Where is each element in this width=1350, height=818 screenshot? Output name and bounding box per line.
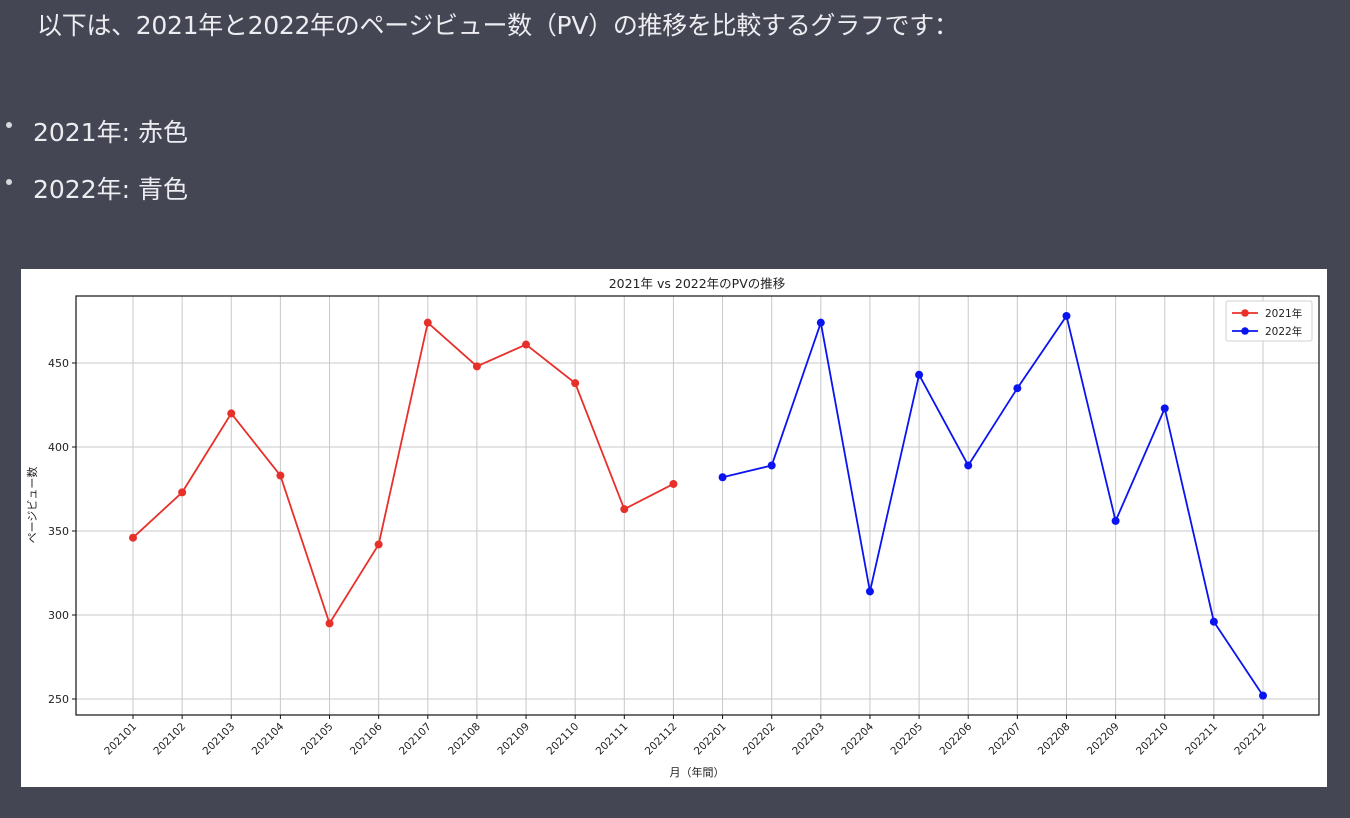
- series-line-1: [722, 313, 1264, 697]
- series-line-0: [132, 320, 674, 626]
- data-point: [325, 619, 334, 628]
- data-point: [423, 318, 432, 327]
- data-point: [1062, 311, 1071, 320]
- data-point: [816, 318, 825, 327]
- data-point: [571, 379, 580, 388]
- x-tick-label: 202206: [938, 720, 975, 757]
- x-tick-label: 202108: [446, 721, 483, 758]
- legend-description-list: 2021年: 赤色 2022年: 青色: [0, 104, 188, 218]
- x-tick-label: 202204: [839, 720, 876, 757]
- x-tick-label: 202103: [201, 721, 238, 758]
- y-tick-label: 400: [48, 441, 69, 454]
- data-point: [472, 362, 481, 371]
- legend-label: 2021年: [1265, 307, 1302, 320]
- y-tick-label: 300: [48, 609, 69, 622]
- y-axis-label: ページビュー数: [26, 467, 39, 544]
- data-point: [1209, 617, 1218, 626]
- x-tick-label: 202112: [643, 721, 680, 758]
- chart-title: 2021年 vs 2022年のPVの推移: [609, 276, 786, 291]
- x-axis: 202101 202102 202103 202104 202105 202106 2021…: [102, 715, 1269, 757]
- data-point: [767, 461, 776, 470]
- x-tick-label: 202211: [1183, 721, 1220, 758]
- chart-legend: 2021年 2022年: [1225, 300, 1313, 342]
- legend-label: 2022年: [1265, 325, 1302, 338]
- x-tick-label: 202104: [250, 720, 287, 757]
- pv-chart-figure: 2021年 vs 2022年のPVの推移 250 300 350 400 450 202…: [21, 269, 1327, 787]
- x-tick-label: 202106: [348, 720, 385, 757]
- x-axis-label: 月（年間）: [670, 765, 725, 779]
- bullet-2021: 2021年: 赤色: [0, 104, 188, 161]
- x-tick-label: 202202: [741, 721, 778, 758]
- data-point: [1259, 691, 1267, 700]
- data-point: [227, 409, 236, 418]
- data-point: [669, 479, 678, 488]
- data-point: [178, 488, 187, 497]
- data-point: [1013, 384, 1022, 393]
- x-tick-label: 202203: [790, 721, 827, 758]
- chart-series: [129, 311, 1267, 700]
- x-tick-label: 202208: [1036, 721, 1073, 758]
- x-tick-label: 202111: [594, 721, 631, 758]
- y-axis: 250 300 350 400 450: [48, 357, 76, 706]
- bullet-2022: 2022年: 青色: [0, 161, 188, 218]
- intro-text: 以下は、2021年と2022年のページビュー数（PV）の推移を比較するグラフです…: [37, 11, 959, 40]
- chart-grid: [76, 296, 1319, 715]
- data-point: [964, 461, 973, 470]
- plot-frame: [75, 295, 1320, 716]
- x-tick-label: 202101: [102, 721, 139, 758]
- x-tick-label: 202107: [397, 721, 434, 758]
- data-point: [718, 473, 727, 482]
- legend-marker-icon: [1241, 309, 1249, 317]
- data-point: [1160, 404, 1169, 413]
- x-tick-label: 202209: [1085, 721, 1122, 758]
- x-tick-label: 202212: [1232, 721, 1269, 758]
- x-tick-label: 202205: [888, 721, 925, 758]
- data-point: [1111, 516, 1120, 525]
- y-tick-label: 350: [48, 525, 69, 538]
- legend-marker-icon: [1241, 327, 1249, 335]
- x-tick-label: 202207: [987, 721, 1024, 758]
- data-point: [915, 370, 924, 379]
- x-tick-label: 202109: [495, 721, 532, 758]
- y-tick-label: 450: [48, 357, 69, 370]
- y-tick-label: 250: [48, 693, 69, 706]
- data-point: [522, 340, 531, 349]
- data-point: [129, 533, 137, 542]
- pv-line-chart: 2021年 vs 2022年のPVの推移 250 300 350 400 450 202…: [26, 276, 1320, 779]
- x-tick-label: 202201: [692, 721, 729, 758]
- x-tick-label: 202210: [1134, 721, 1171, 758]
- data-point: [620, 505, 629, 514]
- data-point: [276, 471, 285, 480]
- x-tick-label: 202102: [151, 721, 188, 758]
- data-point: [374, 540, 383, 549]
- data-point: [865, 587, 874, 596]
- x-tick-label: 202110: [544, 721, 581, 758]
- x-tick-label: 202105: [299, 721, 336, 758]
